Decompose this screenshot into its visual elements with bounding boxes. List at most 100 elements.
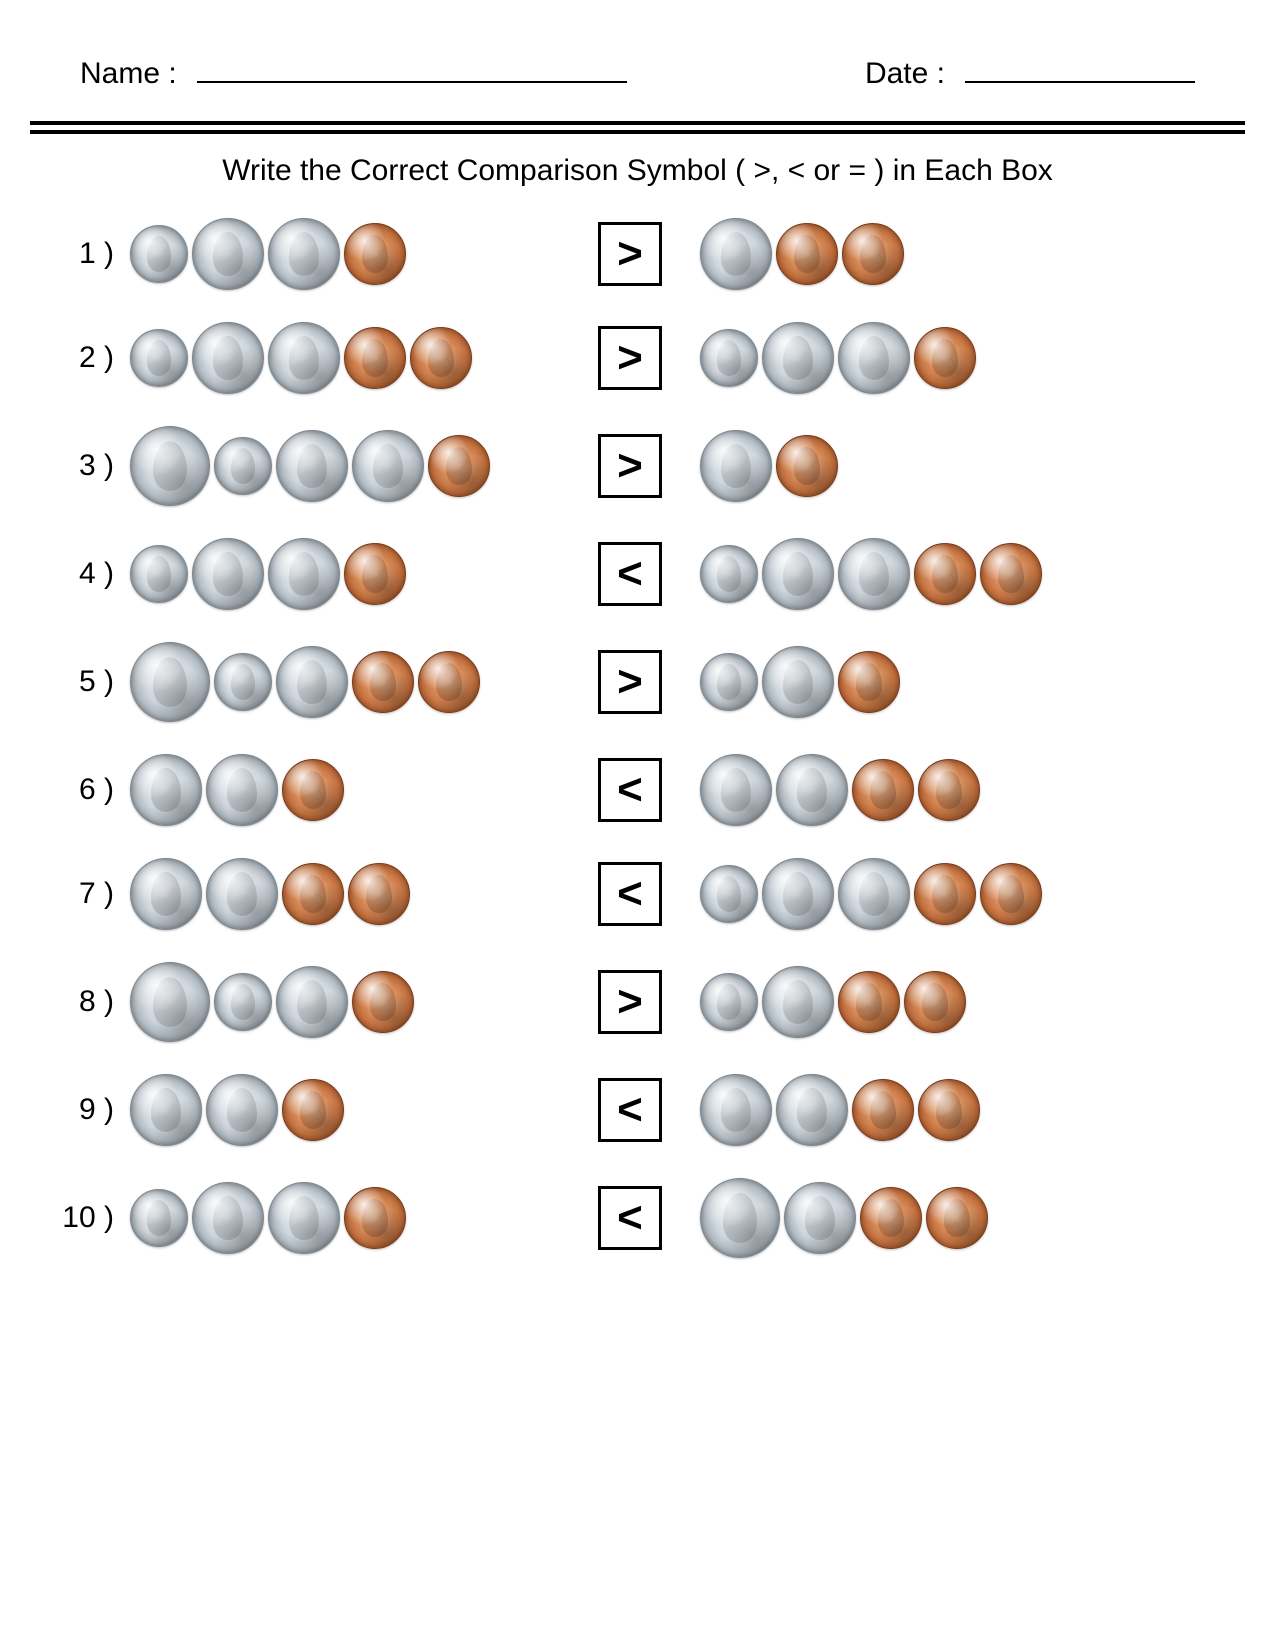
penny-coin [904, 971, 966, 1033]
nickel-coin [762, 322, 834, 394]
problem-row: 5 )> [60, 642, 1215, 722]
nickel-coin [130, 1074, 202, 1146]
answer-box[interactable]: < [598, 542, 662, 606]
penny-coin [282, 863, 344, 925]
dime-coin [130, 329, 188, 387]
penny-coin [344, 1187, 406, 1249]
answer-box[interactable]: > [598, 434, 662, 498]
nickel-coin [762, 966, 834, 1038]
dime-coin [700, 329, 758, 387]
right-coin-group [700, 646, 1215, 718]
right-coin-group [700, 966, 1215, 1038]
problem-number: 3 ) [60, 449, 120, 483]
answer-box-wrap: > [570, 650, 690, 714]
problem-number: 2 ) [60, 341, 120, 375]
problem-row: 2 ) > [60, 322, 1215, 394]
penny-coin [428, 435, 490, 497]
problem-row: 8 )> [60, 962, 1215, 1042]
answer-box[interactable]: < [598, 1078, 662, 1142]
right-coin-group [700, 322, 1215, 394]
penny-coin [344, 327, 406, 389]
name-blank[interactable] [197, 50, 627, 83]
answer-box[interactable]: > [598, 970, 662, 1034]
penny-coin [838, 651, 900, 713]
penny-coin [348, 863, 410, 925]
nickel-coin [762, 858, 834, 930]
nickel-coin [700, 1074, 772, 1146]
nickel-coin [838, 858, 910, 930]
nickel-coin [268, 1182, 340, 1254]
dime-coin [700, 973, 758, 1031]
nickel-coin [762, 646, 834, 718]
answer-box[interactable]: > [598, 326, 662, 390]
penny-coin [852, 759, 914, 821]
penny-coin [776, 223, 838, 285]
right-coin-group [700, 538, 1215, 610]
penny-coin [926, 1187, 988, 1249]
penny-coin [410, 327, 472, 389]
dime-coin [214, 437, 272, 495]
right-coin-group [700, 1074, 1215, 1146]
problem-row: 4 )< [60, 538, 1215, 610]
penny-coin [914, 327, 976, 389]
dime-coin [130, 225, 188, 283]
answer-box-wrap: > [570, 326, 690, 390]
left-coin-group [130, 322, 560, 394]
date-label: Date : [865, 57, 945, 91]
dime-coin [130, 1189, 188, 1247]
problems-list: 1 )>2 )>3 )>4 )<5 )>6 )<7 )<8 )>9 )<10 )… [60, 218, 1215, 1258]
answer-box-wrap: < [570, 1078, 690, 1142]
nickel-coin [130, 858, 202, 930]
answer-box[interactable]: < [598, 758, 662, 822]
nickel-coin [352, 430, 424, 502]
dime-coin [130, 545, 188, 603]
answer-box[interactable]: < [598, 862, 662, 926]
left-coin-group [130, 642, 560, 722]
dime-coin [700, 653, 758, 711]
dime-coin [700, 865, 758, 923]
problem-number: 9 ) [60, 1093, 120, 1127]
nickel-coin [268, 538, 340, 610]
answer-box-wrap: < [570, 542, 690, 606]
penny-coin [918, 759, 980, 821]
answer-box-wrap: > [570, 970, 690, 1034]
problem-row: 9 ) < [60, 1074, 1215, 1146]
divider-bar [30, 121, 1245, 134]
answer-box[interactable]: > [598, 222, 662, 286]
problem-number: 6 ) [60, 773, 120, 807]
problem-row: 10 )< [60, 1178, 1215, 1258]
penny-coin [980, 863, 1042, 925]
nickel-coin [784, 1182, 856, 1254]
instruction-text: Write the Correct Comparison Symbol ( >,… [60, 154, 1215, 188]
worksheet-header: Name : Date : [80, 50, 1195, 91]
nickel-coin [838, 322, 910, 394]
left-coin-group [130, 218, 560, 290]
problem-row: 7 )< [60, 858, 1215, 930]
nickel-coin [276, 646, 348, 718]
nickel-coin [206, 1074, 278, 1146]
name-label: Name : [80, 57, 177, 91]
nickel-coin [192, 218, 264, 290]
left-coin-group [130, 754, 560, 826]
nickel-coin [276, 430, 348, 502]
dime-coin [214, 653, 272, 711]
right-coin-group [700, 754, 1215, 826]
quarter-coin [130, 642, 210, 722]
penny-coin [914, 543, 976, 605]
nickel-coin [268, 218, 340, 290]
nickel-coin [776, 1074, 848, 1146]
left-coin-group [130, 1182, 560, 1254]
answer-box[interactable]: > [598, 650, 662, 714]
nickel-coin [762, 538, 834, 610]
answer-box-wrap: < [570, 758, 690, 822]
date-blank[interactable] [965, 50, 1195, 83]
nickel-coin [130, 754, 202, 826]
nickel-coin [700, 218, 772, 290]
penny-coin [352, 651, 414, 713]
quarter-coin [700, 1178, 780, 1258]
penny-coin [838, 971, 900, 1033]
penny-coin [914, 863, 976, 925]
answer-box[interactable]: < [598, 1186, 662, 1250]
left-coin-group [130, 1074, 560, 1146]
penny-coin [282, 1079, 344, 1141]
